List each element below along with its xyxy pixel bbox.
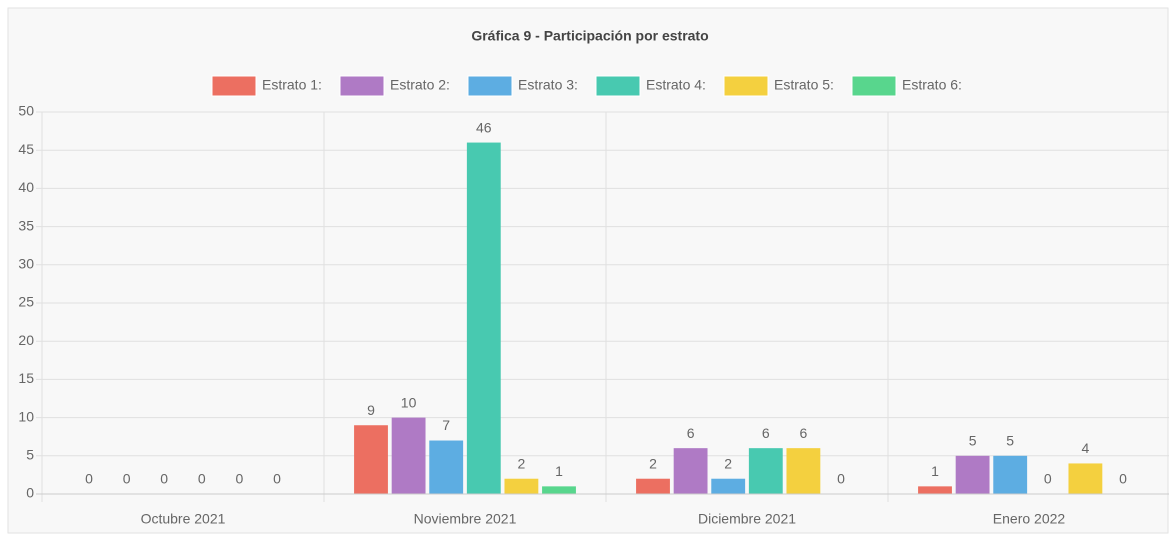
chart-title: Gráfica 9 - Participación por estrato [471,28,708,44]
bar [786,448,821,494]
data-label: 2 [518,455,526,471]
bar [354,425,388,494]
y-tick-label: 10 [18,408,34,424]
bar [504,478,539,494]
bar [748,448,783,494]
y-tick-label: 25 [18,294,34,310]
y-tick-label: 40 [18,179,34,195]
legend-swatch [211,75,257,97]
y-tick-label: 20 [18,332,34,348]
x-tick-label: Diciembre 2021 [698,511,796,527]
bar [918,486,952,494]
data-label: 7 [442,417,450,433]
data-label: 6 [762,425,770,441]
y-tick-label: 30 [18,256,34,272]
data-label: 0 [85,471,93,487]
legend-swatch [339,75,385,97]
data-label: 6 [687,425,695,441]
bar [955,455,990,494]
data-label: 46 [476,119,492,135]
bar [711,478,746,494]
legend-swatch [723,75,769,97]
data-label: 0 [123,471,131,487]
data-label: 0 [236,471,244,487]
data-label: 2 [649,455,657,471]
legend-label: Estrato 1: [262,77,322,93]
x-tick-label: Noviembre 2021 [414,511,517,527]
bar [636,478,670,494]
data-label: 4 [1082,440,1090,456]
legend-label: Estrato 6: [902,77,962,93]
data-label: 0 [198,471,206,487]
legend-label: Estrato 2: [390,77,450,93]
data-label: 0 [837,471,845,487]
data-label: 10 [401,394,417,410]
legend-label: Estrato 5: [774,77,834,93]
panel [7,7,1169,534]
y-tick-label: 5 [26,447,34,463]
bar [391,417,426,494]
data-label: 1 [931,463,939,479]
y-tick-label: 15 [18,370,34,386]
data-label: 0 [1044,471,1052,487]
data-label: 5 [969,433,977,449]
bar [466,142,501,494]
data-label: 5 [1006,433,1014,449]
bar [993,455,1028,494]
x-tick-label: Enero 2022 [993,511,1066,527]
data-label: 0 [1119,471,1127,487]
bar [673,448,708,494]
legend-label: Estrato 4: [646,77,706,93]
bar [542,486,576,494]
y-tick-label: 45 [18,141,34,157]
legend-label: Estrato 3: [518,77,578,93]
data-label: 0 [160,471,168,487]
data-label: 0 [273,471,281,487]
legend-swatch [851,75,897,97]
bar [429,440,464,494]
y-tick-label: 0 [26,485,34,501]
data-label: 6 [800,425,808,441]
legend-swatch [595,75,641,97]
data-label: 9 [367,402,375,418]
data-label: 1 [555,463,563,479]
legend-swatch [467,75,513,97]
data-label: 2 [724,455,732,471]
bar [1068,463,1103,494]
x-tick-label: Octubre 2021 [141,511,226,527]
y-tick-label: 50 [18,103,34,119]
y-tick-label: 35 [18,217,34,233]
